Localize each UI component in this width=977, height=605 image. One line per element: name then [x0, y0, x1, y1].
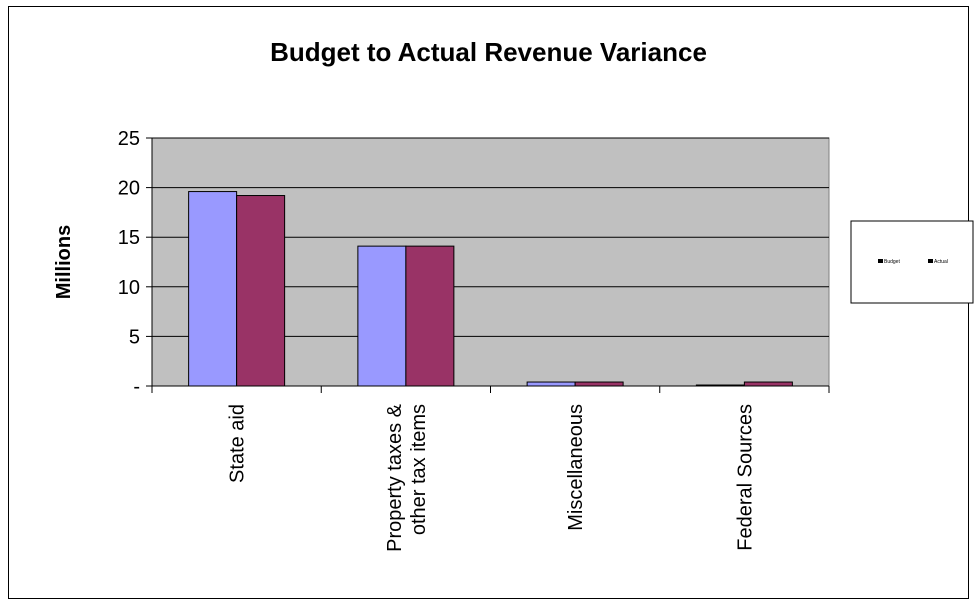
- x-tick-label: Federal Sources: [734, 404, 756, 551]
- bar-budget: [188, 191, 238, 387]
- x-tick-label: other tax items: [408, 404, 430, 535]
- legend-label-budget: Budget: [884, 259, 900, 265]
- x-tick-label: Property taxes &: [384, 403, 406, 552]
- y-tick-label: -: [133, 376, 140, 398]
- bar-budget: [526, 381, 576, 387]
- y-tick-label: 10: [118, 277, 140, 299]
- x-tick-label: Miscellaneous: [565, 404, 587, 531]
- legend-swatch-budget: [878, 259, 883, 263]
- chart-title: Budget to Actual Revenue Variance: [270, 37, 707, 67]
- legend: [850, 220, 974, 304]
- bar-actual: [574, 381, 624, 387]
- bar-budget: [695, 384, 745, 387]
- x-tick-label: State aid: [227, 404, 249, 483]
- y-tick-label: 15: [118, 227, 140, 249]
- bar-actual: [743, 381, 793, 387]
- bar-actual: [405, 245, 455, 387]
- legend-swatch-actual: [928, 259, 933, 263]
- y-axis-label: Millions: [53, 225, 75, 299]
- y-tick-label: 20: [118, 178, 140, 200]
- y-tick-label: 25: [118, 128, 140, 150]
- y-tick-label: 5: [129, 326, 140, 348]
- bar-actual: [236, 195, 286, 387]
- legend-label-actual: Actual: [934, 259, 948, 265]
- bar-budget: [357, 245, 407, 387]
